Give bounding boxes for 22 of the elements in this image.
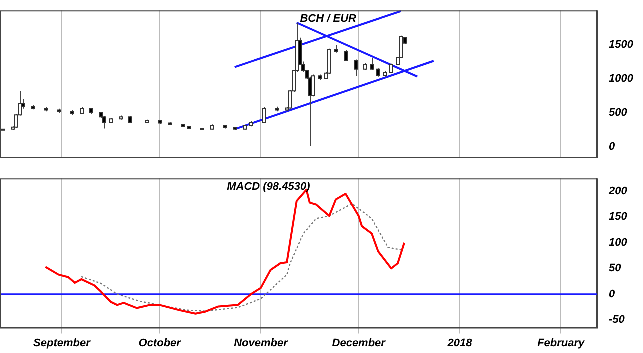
candlestick — [354, 59, 358, 77]
y-tick-label: 50 — [609, 262, 622, 275]
x-tick-label: December — [332, 337, 386, 350]
chart-title: BCH / EUR — [300, 13, 357, 26]
y-tick-label: 200 — [608, 185, 628, 198]
y-tick-label: 1500 — [609, 38, 634, 51]
candlestick — [262, 107, 266, 124]
y-tick-label: -50 — [609, 314, 626, 326]
y-tick-label: 0 — [609, 288, 616, 300]
y-tick-label: 100 — [609, 236, 628, 249]
y-tick-label: 0 — [609, 141, 616, 154]
y-tick-label: 500 — [609, 107, 628, 120]
x-tick-label: September — [34, 337, 92, 350]
x-tick-label: February — [538, 337, 586, 350]
y-tick-label: 1000 — [609, 72, 634, 85]
line-series — [80, 203, 402, 312]
y-tick-label: 150 — [609, 211, 628, 224]
chart-title: MACD (98.4530) — [227, 181, 311, 194]
candlestick — [102, 116, 106, 130]
x-tick-label: 2018 — [446, 337, 474, 350]
x-tick-label: November — [234, 337, 289, 350]
x-tick-label: October — [138, 337, 182, 350]
